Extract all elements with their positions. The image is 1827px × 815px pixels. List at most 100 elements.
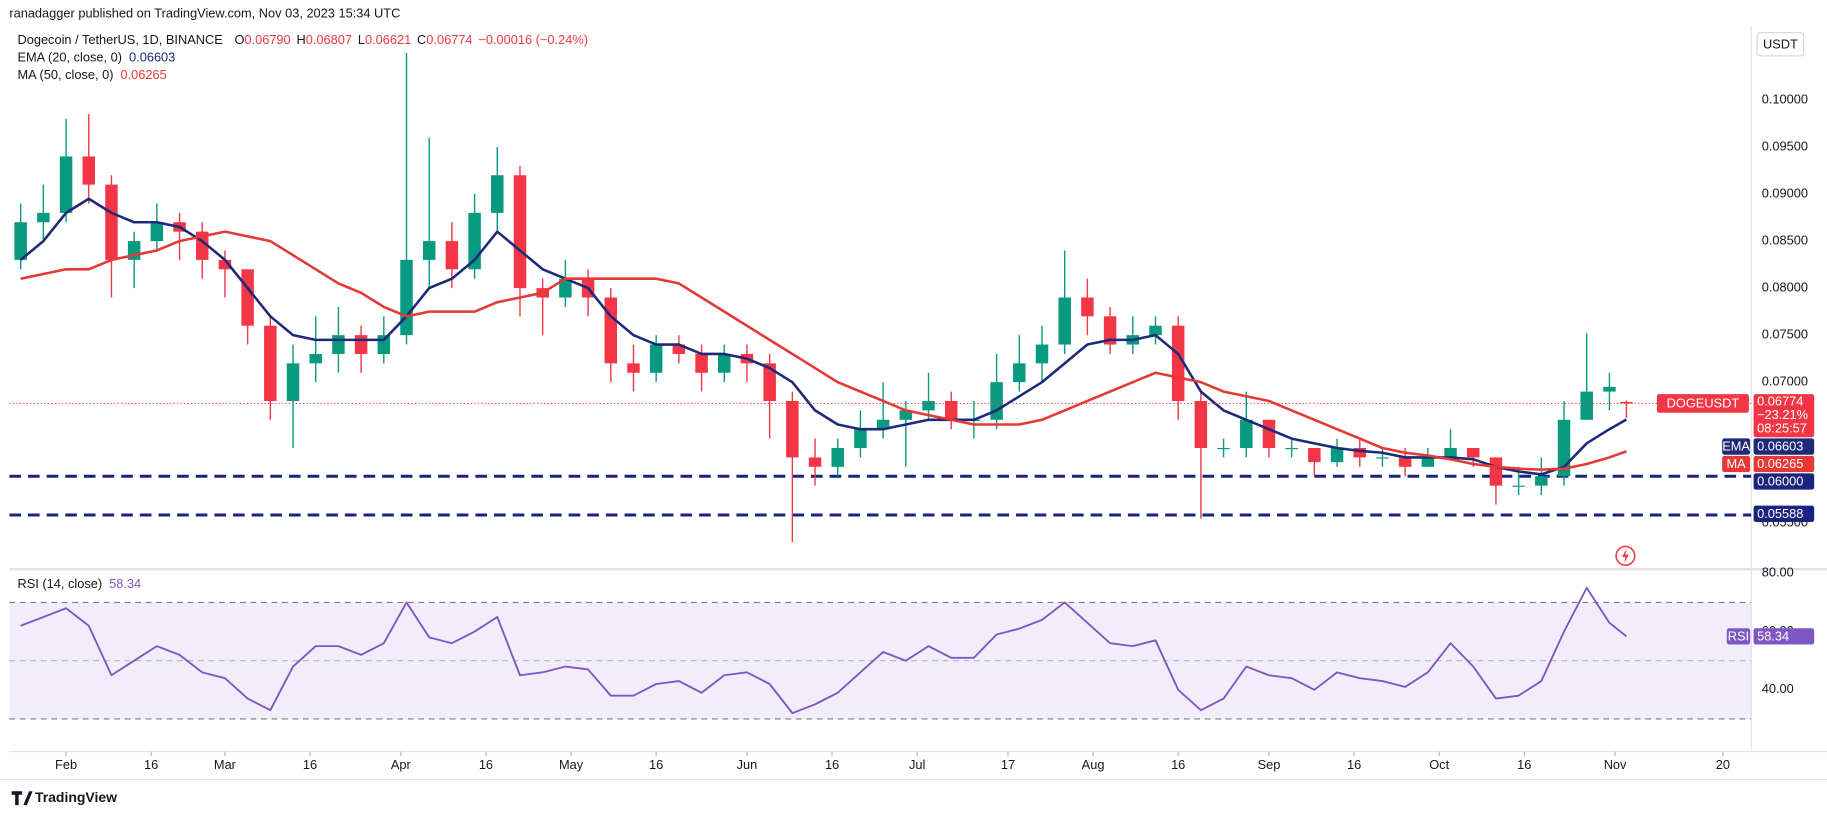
x-tick-label: Apr (391, 757, 412, 772)
indicator-line (19, 197, 1628, 476)
indicator-value-badge (1753, 438, 1815, 455)
ohlc-value: 0.06790 (244, 32, 290, 47)
x-tick-label: Feb (55, 757, 77, 772)
x-tick-label: 16 (144, 757, 158, 772)
price-pane (9, 52, 1752, 543)
candle-body (513, 175, 527, 289)
currency-label[interactable]: USDT (1763, 36, 1798, 51)
candle-body (14, 222, 27, 260)
indicator-name-badge (1722, 455, 1751, 473)
symbol-legend: Dogecoin / TetherUS, 1D, BINANCE O0.06790… (17, 32, 588, 47)
rsi-name: RSI (14, close) (17, 576, 102, 591)
candle-body (1398, 457, 1412, 467)
candle-body (37, 212, 50, 223)
ohlc-value: 0.06774 (426, 32, 472, 47)
candle-body (786, 400, 799, 458)
candle-body (1058, 297, 1071, 345)
x-tick-label: 16 (1517, 757, 1531, 772)
ma-name: MA (50, close, 0) (17, 67, 113, 82)
currency-button[interactable] (1756, 32, 1805, 57)
indicator-value: 0.06265 (1757, 456, 1803, 471)
price-label: 0.06774 (1757, 394, 1803, 409)
candle-body (264, 325, 277, 401)
y-tick-label: 0.08000 (1762, 279, 1808, 294)
candle-body (695, 353, 708, 373)
candle-body (831, 448, 844, 467)
rsi-value: 58.34 (109, 576, 141, 591)
candle-body (1421, 457, 1435, 467)
candle-body (649, 344, 663, 373)
icon-bolt[interactable] (1621, 548, 1629, 563)
replay-icon[interactable] (1615, 545, 1636, 566)
y-tick-label: 0.07500 (1762, 327, 1808, 342)
candle-body (332, 335, 345, 354)
candle-body (1603, 386, 1616, 392)
x-tick-label: May (559, 757, 584, 772)
candle-body (763, 363, 776, 401)
candle-body (82, 156, 96, 185)
x-tick-label: Aug (1082, 757, 1105, 772)
candle-body (899, 410, 913, 420)
ohlc-key: H (297, 32, 306, 47)
rsi-name-badge (1726, 628, 1751, 645)
level-label: 0.05588 (1757, 506, 1803, 521)
rsi-line (20, 586, 1628, 715)
ma-value: 0.06265 (120, 67, 166, 82)
countdown-label: 08:25:57 (1757, 420, 1807, 435)
x-tick-label: 16 (479, 757, 493, 772)
candle-body (1262, 419, 1276, 449)
candle-body (309, 353, 322, 364)
x-tick-label: 16 (1171, 757, 1185, 772)
symbol-badge (1656, 394, 1749, 413)
x-tick-label: Jun (737, 757, 758, 772)
candle-body (1013, 363, 1026, 383)
ema-name: EMA (20, close, 0) (17, 50, 122, 65)
candle-body (1217, 448, 1230, 450)
candle-body (559, 278, 572, 298)
y-tick-label: 0.07000 (1762, 374, 1808, 389)
candle-body (1035, 344, 1049, 364)
candle-body (1444, 448, 1457, 458)
candle-body (1171, 325, 1185, 401)
rsi-pane (9, 586, 1752, 720)
candle-body (1580, 391, 1593, 420)
candle-body (1620, 401, 1633, 404)
candle-body (990, 382, 1003, 420)
candle-body (1376, 457, 1389, 459)
x-tick-label: Mar (214, 757, 237, 772)
indicator-value-badge (1753, 455, 1815, 473)
candle-body (808, 457, 822, 467)
footer-logo: TradingView (11, 789, 117, 806)
x-tick-label: 16 (825, 757, 839, 772)
candle-body (1535, 476, 1548, 486)
candle-body (1308, 448, 1321, 463)
rsi-value-label: 58.34 (1757, 628, 1789, 643)
candle-body (672, 344, 686, 354)
indicator-line (20, 230, 1627, 471)
ohlc-key: C (417, 32, 426, 47)
x-tick-label: 16 (1347, 757, 1361, 772)
candle-body (1081, 297, 1094, 317)
x-tick-label: 16 (303, 757, 317, 772)
x-tick-label: Oct (1429, 757, 1449, 772)
level-badge (1753, 505, 1815, 522)
candle-body (944, 400, 958, 420)
candle-body (445, 241, 459, 270)
indicator-name-badge (1722, 438, 1751, 455)
x-tick-label: 20 (1716, 757, 1730, 772)
indicator-value: 0.06603 (1757, 439, 1803, 454)
candle-body (1330, 448, 1344, 463)
ema-value: 0.06603 (129, 50, 175, 65)
candle-body (1103, 316, 1117, 345)
level-badge (1753, 473, 1815, 490)
logo-mark (11, 791, 33, 806)
rsi-name: RSI (1728, 628, 1749, 643)
footer-brand: TradingView (35, 789, 117, 805)
ohlc-value: 0.06621 (365, 32, 411, 47)
y-tick-label: 0.08500 (1762, 232, 1808, 247)
candle-body (59, 156, 73, 213)
candle-body (876, 419, 890, 430)
x-tick-label: 17 (1001, 757, 1015, 772)
